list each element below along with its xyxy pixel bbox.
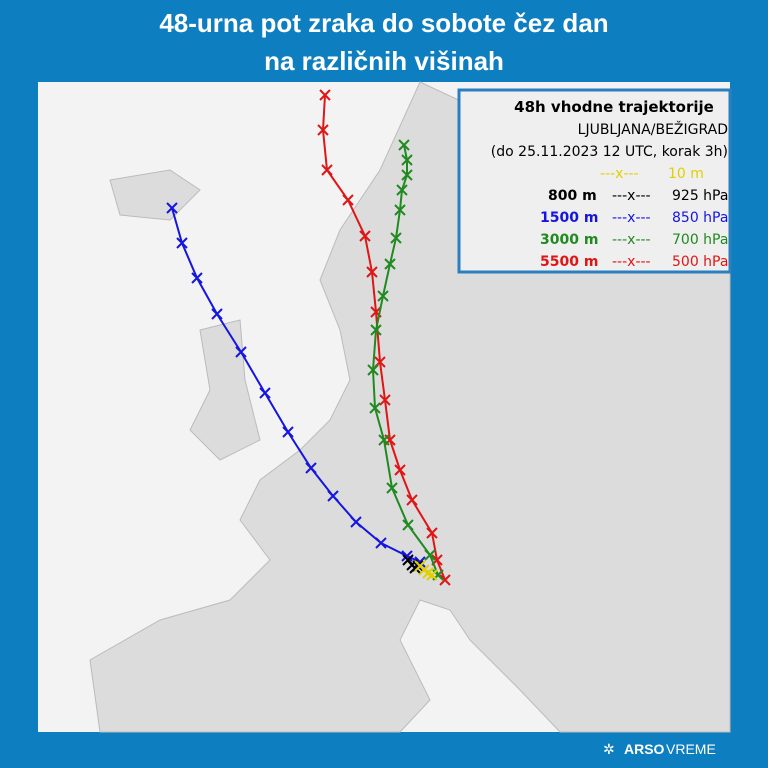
trajectory-point [370,324,382,336]
trajectory-point [319,89,331,101]
trajectory-point [377,290,389,302]
trajectory-point [406,494,418,506]
legend-level: 925 hPa [672,188,728,204]
title-line: na različnih višinah [264,46,504,76]
trajectory-point [412,560,424,572]
trajectory-point [305,462,317,474]
title-line: 48-urna pot zraka do sobote čez dan [159,8,608,38]
trajectory-point [191,272,203,284]
legend-height: 5500 m [540,254,598,270]
trajectory-point [390,232,402,244]
trajectory-point [235,346,247,358]
trajectory-point [401,169,413,181]
legend-period: (do 25.11.2023 12 UTC, korak 3h) [491,144,728,160]
trajectory-point [176,237,188,249]
legend-height: 800 m [548,188,597,204]
trajectory-point [379,394,391,406]
trajectory-point [366,266,378,278]
trajectory-point [394,204,406,216]
trajectory-point [166,202,178,214]
trajectory-point [211,308,223,320]
trajectory-point [282,426,294,438]
brand: VREME [666,741,716,757]
legend-marker: ---x--- [612,254,651,270]
trajectory-point [359,230,371,242]
trajectory-point [317,124,329,136]
trajectory-point [402,519,414,531]
legend-level: 850 hPa [672,210,728,226]
legend-marker: ---x--- [612,232,651,248]
trajectory-point [350,516,362,528]
trajectory-point [384,258,396,270]
logo-icon: ✲ [603,741,615,757]
footer: ✲ ARSO VREME [603,741,716,757]
legend-marker: ---x--- [612,210,651,226]
legend-level: 500 hPa [672,254,728,270]
brand-bold: ARSO [624,741,665,757]
legend: 48h vhodne trajektorije LJUBLJANA/BEŽIGR… [457,88,732,274]
trajectory-point [378,434,390,446]
legend-marker: ---x--- [612,188,651,204]
trajectory-point [375,537,387,549]
trajectory-point [367,364,379,376]
trajectory-point [321,164,333,176]
trajectory-point [394,464,406,476]
trajectory-point [426,527,438,539]
legend-station: LJUBLJANA/BEŽIGRAD [578,120,728,138]
trajectory-point [426,569,438,581]
legend-height: 1500 m [540,210,598,226]
legend-marker: ---x--- [600,166,639,182]
trajectory-point [398,139,410,151]
trajectory-point [424,549,436,561]
trajectory-point [259,387,271,399]
trajectories [166,89,451,586]
trajectory-point [396,184,408,196]
trajectory-point [342,194,354,206]
legend-height: 3000 m [540,232,598,248]
trajectory-point [401,154,413,166]
legend-level: 10 m [668,166,704,182]
trajectory-point [439,574,451,586]
trajectory-line [371,144,439,576]
trajectory-point [327,490,339,502]
legend-level: 700 hPa [672,232,728,248]
trajectory-point [386,482,398,494]
trajectory-point [401,550,413,562]
trajectory-point [369,402,381,414]
legend-title: 48h vhodne trajektorije [514,98,714,116]
